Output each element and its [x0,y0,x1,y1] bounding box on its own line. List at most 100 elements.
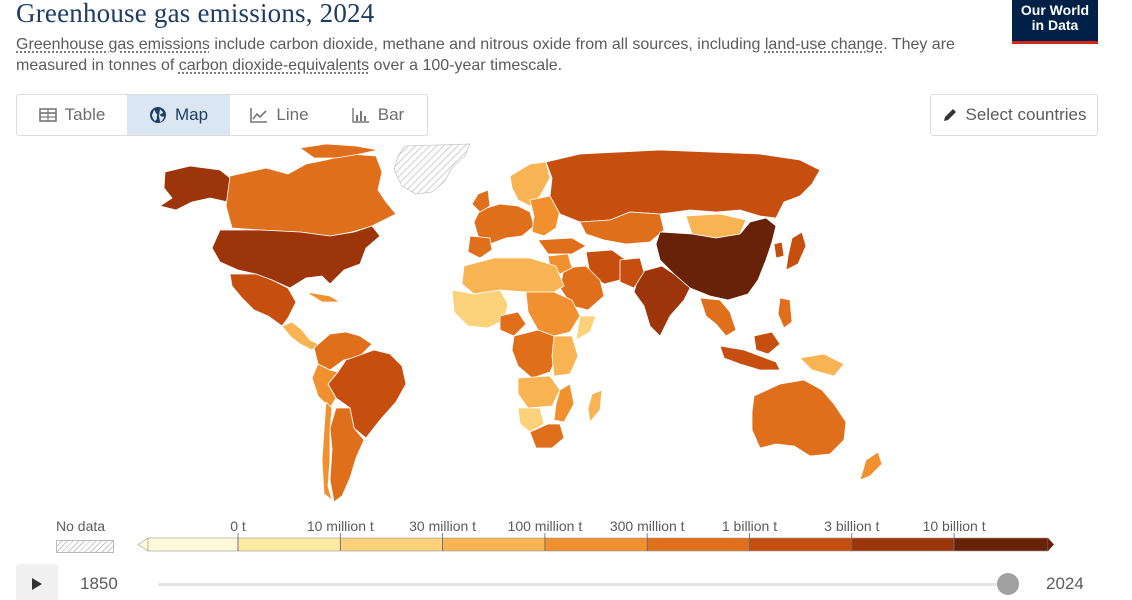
country-southeast-asia[interactable] [699,297,737,337]
country-mozambique[interactable] [553,383,575,423]
subtitle-text-3: over a 100-year timescale. [369,57,563,74]
country-canada-islands[interactable] [299,143,379,159]
country-indonesia[interactable] [719,345,781,371]
tab-bar[interactable]: Bar [329,95,427,135]
line-chart-icon [250,108,268,123]
country-argentina[interactable] [329,407,365,503]
legend-no-data-label: No data [56,518,106,534]
country-pakistan[interactable] [619,257,645,289]
country-usa[interactable] [211,225,381,289]
legend-label-2: 30 million t [409,518,477,534]
country-philippines[interactable] [777,297,793,329]
legend-no-data-swatch[interactable] [56,540,114,553]
country-scandinavia[interactable] [509,161,551,207]
country-australia[interactable] [751,379,847,457]
legend-arrow-left [137,537,149,552]
timeline-start-year[interactable]: 1850 [80,574,118,593]
tab-table[interactable]: Table [17,95,127,135]
country-spain[interactable] [467,235,493,259]
legend-label-5: 1 billion t [721,518,778,534]
select-countries-button[interactable]: Select countries [930,94,1098,136]
view-tabs: Table Map Line Bar [16,94,428,136]
table-icon [38,108,57,122]
country-india[interactable] [633,265,691,337]
tab-map-label: Map [174,105,209,124]
legend-label-3: 100 million t [507,518,583,534]
owid-logo[interactable]: Our World in Data [1012,0,1098,44]
tab-line-label: Line [276,105,309,124]
legend-arrow-right [1048,538,1054,551]
world-choropleth-map [159,143,883,503]
legend-bin-2[interactable] [339,537,443,552]
country-papua-new-guinea[interactable] [799,353,845,377]
country-kazakhstan[interactable] [579,211,665,245]
country-east-africa[interactable] [551,335,579,377]
country-peru[interactable] [311,363,339,409]
country-europe-west[interactable] [473,203,535,245]
country-cuba[interactable] [305,291,341,303]
country-japan[interactable] [785,231,807,271]
bar-chart-icon [352,108,369,123]
pencil-icon [943,109,956,121]
timeline: 1850 2024 [0,562,1132,600]
tab-bar-label: Bar [377,105,405,124]
country-central-africa[interactable] [511,329,559,379]
subtitle-link-co2eq[interactable]: carbon dioxide-equivalents [178,57,370,74]
country-north-africa[interactable] [461,257,565,295]
country-namibia-botswana[interactable] [517,407,545,433]
logo-line-2: in Data [1031,17,1079,33]
legend-bin-3[interactable] [442,537,546,552]
legend-label-7: 10 billion t [922,518,986,534]
legend-color-bar [137,533,1054,552]
legend-label-0: 0 t [230,518,246,534]
country-korea[interactable] [773,241,785,259]
country-madagascar[interactable] [587,389,603,423]
country-chile[interactable] [321,401,333,501]
legend-bin-5[interactable] [646,537,750,552]
country-china[interactable] [655,217,777,301]
tab-map[interactable]: Map [127,95,230,135]
tab-line[interactable]: Line [230,95,329,135]
legend-bin-6[interactable] [749,537,853,552]
legend-label-4: 300 million t [609,518,685,534]
timeline-handle[interactable] [997,573,1019,595]
chart-title: Greenhouse gas emissions, 2024 [16,0,375,28]
subtitle-text-2: . They are measured in tonnes of [16,36,955,74]
country-alaska[interactable] [159,165,231,211]
country-nigeria[interactable] [499,311,527,337]
chart-subtitle: Greenhouse gas emissions include carbon … [16,34,996,76]
country-angola-zambia[interactable] [517,375,561,409]
legend-bin-1[interactable] [237,537,341,552]
country-russia[interactable] [545,149,821,223]
country-mexico[interactable] [229,273,297,327]
play-icon [32,578,42,590]
country-sudan-ethiopia[interactable] [525,291,581,337]
country-south-africa[interactable] [529,423,565,449]
legend-bin-4[interactable] [544,537,648,552]
play-button[interactable] [16,564,58,600]
country-greenland[interactable] [393,143,471,195]
legend-label-1: 10 million t [306,518,374,534]
country-saudi-arabia[interactable] [559,265,605,311]
logo-line-1: Our World [1020,2,1090,18]
country-canada[interactable] [225,153,397,237]
subtitle-link-ghg[interactable]: Greenhouse gas emissions [16,36,210,53]
legend-bin-8[interactable] [953,537,1049,552]
color-legend: No data 0 t 10 million t 30 million t 100 m… [0,512,1132,562]
country-turkey[interactable] [537,237,587,255]
legend-label-6: 3 billion t [824,518,880,534]
country-new-zealand[interactable] [859,451,883,481]
country-horn-of-africa[interactable] [575,315,597,341]
select-countries-label: Select countries [965,105,1087,124]
globe-icon [149,107,166,123]
timeline-track[interactable] [158,583,1010,586]
tab-table-label: Table [64,105,106,124]
subtitle-link-land-use[interactable]: land-use change [764,36,884,53]
legend-bin-0[interactable] [147,537,239,552]
country-uk[interactable] [471,189,491,213]
subtitle-text-1: include carbon dioxide, methane and nitr… [209,36,765,53]
country-central-america[interactable] [281,321,319,351]
country-borneo[interactable] [753,331,781,355]
timeline-end-year[interactable]: 2024 [1046,574,1084,593]
legend-bin-7[interactable] [851,537,955,552]
